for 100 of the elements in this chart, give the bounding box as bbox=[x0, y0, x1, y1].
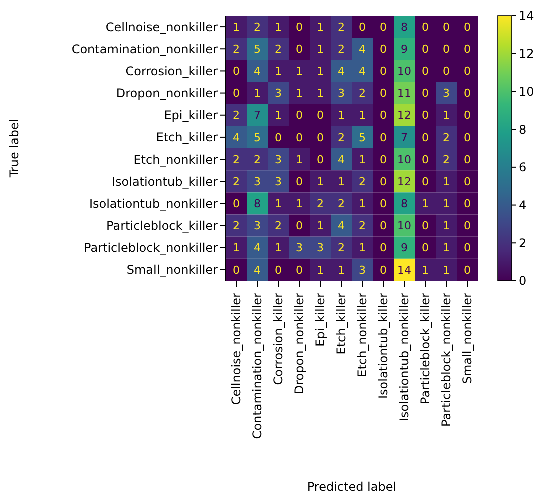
data-label: 3 bbox=[338, 87, 345, 100]
data-label: 1 bbox=[443, 242, 450, 255]
data-label: 3 bbox=[254, 175, 261, 188]
data-label: 2 bbox=[233, 42, 240, 56]
data-label: 0 bbox=[422, 131, 429, 144]
data-label: 2 bbox=[359, 220, 366, 233]
y-tick-label: Contamination_nonkiller bbox=[72, 42, 218, 56]
data-label: 1 bbox=[233, 242, 240, 255]
data-label: 0 bbox=[233, 87, 240, 100]
data-label: 1 bbox=[275, 65, 282, 78]
data-label: 0 bbox=[422, 65, 429, 78]
data-label: 0 bbox=[233, 264, 240, 277]
data-label: 0 bbox=[422, 87, 429, 100]
y-tick-label: Particleblock_nonkiller bbox=[84, 241, 218, 256]
data-label: 0 bbox=[380, 42, 387, 56]
data-label: 1 bbox=[317, 175, 324, 188]
data-label: 1 bbox=[338, 175, 345, 188]
data-label: 4 bbox=[338, 220, 345, 233]
data-label: 1 bbox=[275, 242, 282, 255]
y-tick-label: Corrosion_killer bbox=[126, 64, 218, 78]
data-label: 0 bbox=[380, 87, 387, 100]
data-label: 2 bbox=[233, 109, 240, 122]
data-label: 2 bbox=[338, 242, 345, 255]
data-label: 1 bbox=[233, 20, 240, 34]
data-label: 1 bbox=[443, 175, 450, 188]
data-label: 0 bbox=[359, 20, 366, 34]
data-label: 0 bbox=[296, 109, 303, 122]
data-label: 1 bbox=[317, 42, 324, 56]
data-label: 2 bbox=[233, 175, 240, 188]
data-label: 12 bbox=[398, 175, 412, 188]
data-label: 1 bbox=[254, 87, 261, 100]
x-tick-label: Isolationtub_killer bbox=[376, 292, 391, 400]
colorbar: 0 2 4 6 8 10 12 14 bbox=[478, 8, 555, 495]
data-label: 2 bbox=[254, 153, 261, 166]
data-label: 14 bbox=[398, 264, 412, 277]
color-bar-label: 10 bbox=[519, 84, 534, 99]
data-label: 7 bbox=[401, 131, 408, 144]
data-label: 4 bbox=[233, 131, 240, 144]
data-label: 7 bbox=[254, 109, 261, 122]
data-label: 1 bbox=[317, 220, 324, 233]
data-label: 2 bbox=[275, 220, 282, 233]
data-label: 0 bbox=[464, 242, 471, 255]
color-bar-label: 14 bbox=[519, 9, 534, 24]
data-label: 3 bbox=[296, 242, 303, 255]
x-tick-label: Etch_nonkiller bbox=[356, 292, 370, 378]
data-label: 1 bbox=[275, 198, 282, 211]
color-bar-label: 12 bbox=[519, 47, 534, 62]
data-label: 0 bbox=[464, 20, 471, 34]
color-bar-label: 4 bbox=[519, 198, 527, 212]
data-label: 0 bbox=[380, 264, 387, 277]
data-label: 0 bbox=[464, 42, 471, 56]
y-tick-label: Dropon_nonkiller bbox=[116, 86, 218, 101]
data-label: 2 bbox=[275, 42, 282, 56]
data-label: 1 bbox=[317, 264, 324, 277]
y-tick-label: Particleblock_killer bbox=[106, 219, 218, 234]
data-label: 4 bbox=[338, 65, 345, 78]
data-label: 0 bbox=[464, 175, 471, 188]
data-label: 1 bbox=[275, 20, 282, 34]
data-label: 0 bbox=[443, 42, 450, 56]
data-label: 4 bbox=[359, 65, 366, 78]
color-bar-label: 6 bbox=[519, 160, 527, 175]
data-label: 2 bbox=[338, 198, 345, 211]
y-tick-label: Etch_nonkiller bbox=[134, 152, 218, 167]
data-label: 0 bbox=[275, 264, 282, 277]
data-label: 9 bbox=[401, 242, 408, 255]
data-label: 5 bbox=[359, 131, 366, 144]
y-tick-label: Isolationtub_killer bbox=[112, 174, 218, 189]
y-tick-label: Isolationtub_nonkiller bbox=[89, 196, 218, 211]
data-label: 1 bbox=[443, 198, 450, 211]
data-label: 1 bbox=[296, 198, 303, 211]
data-label: 0 bbox=[422, 42, 429, 56]
data-label: 1 bbox=[443, 220, 450, 233]
data-label: 0 bbox=[443, 65, 450, 78]
data-label: 3 bbox=[443, 87, 450, 100]
x-tick-label: Epi_killer bbox=[314, 292, 328, 347]
data-label: 0 bbox=[464, 153, 471, 166]
data-label: 0 bbox=[380, 220, 387, 233]
data-label: 1 bbox=[296, 65, 303, 78]
y-tick-label: Small_nonkiller bbox=[126, 263, 218, 278]
data-label: 0 bbox=[296, 220, 303, 233]
data-label: 9 bbox=[401, 42, 408, 56]
data-label: 0 bbox=[296, 131, 303, 144]
data-label: 0 bbox=[380, 175, 387, 188]
data-label: 0 bbox=[464, 109, 471, 122]
data-label: 2 bbox=[254, 20, 261, 34]
data-label: 0 bbox=[380, 65, 387, 78]
data-label: 1 bbox=[359, 153, 366, 166]
data-label: 0 bbox=[317, 131, 324, 144]
data-label: 0 bbox=[296, 175, 303, 188]
y-tick-label: Cellnoise_nonkiller bbox=[106, 20, 218, 34]
data-label: 0 bbox=[296, 20, 303, 34]
color-bar-label: 2 bbox=[519, 236, 527, 250]
data-label: 4 bbox=[338, 153, 345, 166]
data-label: 2 bbox=[338, 131, 345, 144]
data-label: 1 bbox=[359, 242, 366, 255]
data-label: 0 bbox=[317, 153, 324, 166]
data-label: 0 bbox=[422, 109, 429, 122]
data-label: 2 bbox=[338, 20, 345, 34]
data-label: 8 bbox=[254, 198, 261, 211]
data-label: 0 bbox=[233, 198, 240, 211]
